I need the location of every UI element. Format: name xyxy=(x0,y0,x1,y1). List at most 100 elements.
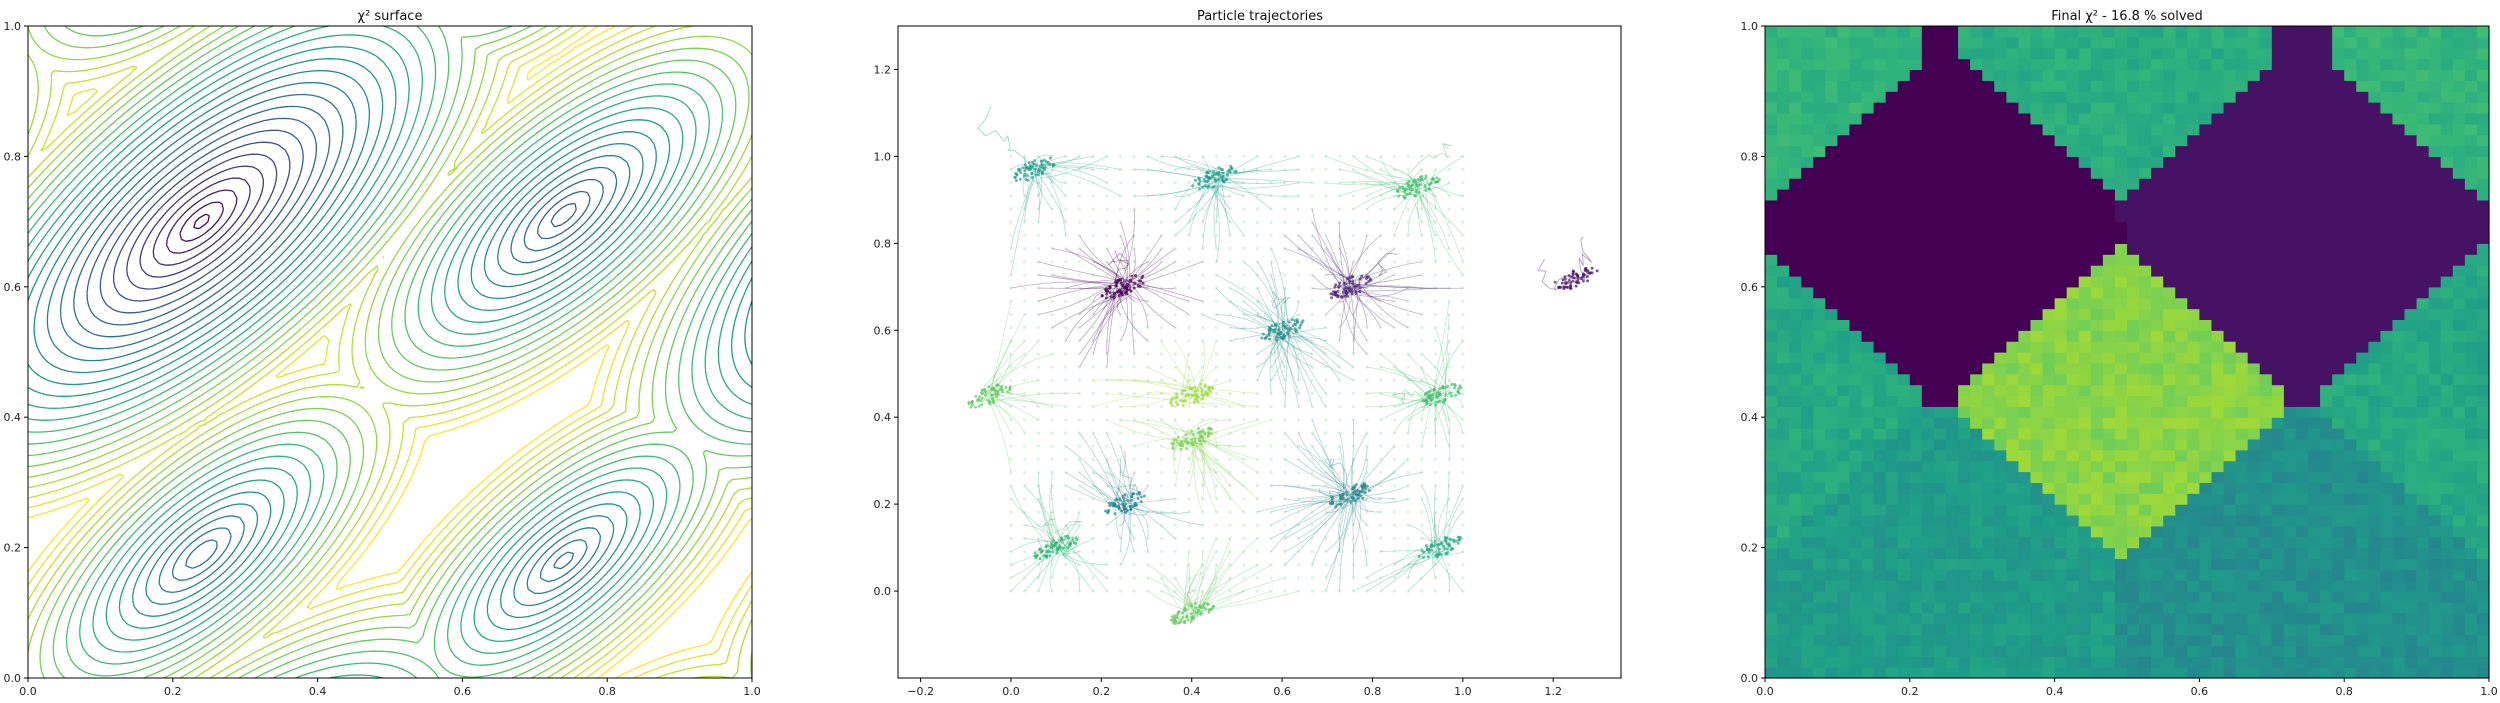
heatmap-cell xyxy=(1897,558,1911,570)
start-point xyxy=(1023,220,1027,224)
heatmap-cell xyxy=(2102,471,2116,483)
cluster-point xyxy=(1171,397,1175,401)
trajectory-line xyxy=(1298,432,1344,488)
start-point xyxy=(1269,247,1273,251)
cluster-point xyxy=(1120,293,1124,297)
start-point xyxy=(1461,510,1465,514)
heatmap-cell xyxy=(1789,471,1802,483)
heatmap-cell xyxy=(2211,460,2225,473)
start-point xyxy=(1132,484,1136,488)
start-point xyxy=(1159,207,1164,211)
trajectory-line xyxy=(1051,547,1064,578)
start-point xyxy=(1050,194,1054,198)
start-point xyxy=(1406,549,1410,554)
heatmap-cell xyxy=(1825,352,1838,364)
heatmap-cell xyxy=(2090,667,2104,679)
heatmap-cell xyxy=(2223,341,2237,353)
heatmap-cell xyxy=(2283,536,2297,549)
heatmap-cell xyxy=(2102,569,2116,581)
heatmap-cell xyxy=(2308,656,2321,668)
heatmap-cell xyxy=(2332,406,2345,418)
trajectory-line xyxy=(1426,180,1464,262)
heatmap-cell xyxy=(2392,417,2406,429)
cluster-point xyxy=(1001,390,1005,394)
heatmap-cell xyxy=(2078,580,2092,592)
heatmap-cell xyxy=(2066,297,2080,310)
start-point xyxy=(1064,299,1068,303)
heatmap-cell xyxy=(2452,504,2466,516)
cluster-point xyxy=(1428,403,1432,407)
heatmap-cell xyxy=(2440,623,2454,636)
heatmap-cell xyxy=(2018,504,2032,516)
heatmap-cell xyxy=(2295,547,2309,560)
start-point xyxy=(1077,510,1082,514)
trajectory-line xyxy=(1435,392,1450,421)
trajectory-line xyxy=(1147,577,1196,614)
start-point xyxy=(1338,391,1342,396)
heatmap-cell xyxy=(2259,395,2273,407)
start-point xyxy=(1050,339,1054,343)
heatmap-cell xyxy=(2464,319,2478,331)
heatmap-cell xyxy=(2428,330,2442,342)
start-point xyxy=(1461,326,1465,330)
start-point xyxy=(1173,207,1177,211)
heatmap-cell xyxy=(1861,362,1875,375)
start-point xyxy=(1077,536,1082,540)
heatmap-cell xyxy=(1909,297,1923,310)
heatmap-cell xyxy=(1897,547,1911,560)
heatmap-cell xyxy=(1849,504,1863,516)
heatmap-cell xyxy=(2175,330,2188,342)
heatmap-cell xyxy=(1921,569,1935,581)
start-point xyxy=(1447,510,1451,514)
start-point xyxy=(1077,167,1082,172)
heatmap-cell xyxy=(1921,428,1935,440)
start-point xyxy=(1105,523,1109,527)
start-point xyxy=(1255,457,1260,461)
start-point xyxy=(1091,326,1095,330)
heatmap-cell xyxy=(2139,493,2152,505)
trajectory-line xyxy=(1271,500,1355,513)
heatmap-cell xyxy=(2211,667,2225,679)
cluster-point xyxy=(1417,554,1421,558)
cluster-point xyxy=(990,393,994,397)
heatmap-cell xyxy=(1970,667,1983,679)
heatmap-cell xyxy=(2078,569,2092,581)
heatmap-cell xyxy=(2380,428,2394,440)
heatmap-cell xyxy=(2211,384,2225,397)
start-point xyxy=(1242,444,1246,448)
heatmap-cell xyxy=(1897,352,1911,364)
heatmap-cell xyxy=(2054,341,2068,353)
heatmap-cell xyxy=(1994,406,2007,418)
heatmap-cell xyxy=(2151,373,2164,386)
heatmap-cell xyxy=(2295,667,2309,679)
heatmap-cell xyxy=(1970,373,1983,386)
heatmap-cell xyxy=(1885,362,1899,375)
start-point xyxy=(1173,444,1177,448)
heatmap-cell xyxy=(1885,460,1899,473)
heatmap-cell xyxy=(1777,547,1790,560)
heatmap-cell xyxy=(2199,428,2213,440)
heatmap-cell xyxy=(2042,482,2056,494)
heatmap-cell xyxy=(2259,612,2273,625)
heatmap-cell xyxy=(1982,395,1995,407)
heatmap-cell xyxy=(1897,504,1911,516)
cluster-point xyxy=(1226,169,1230,173)
heatmap-cell xyxy=(2235,308,2249,320)
heatmap-cell xyxy=(2102,493,2116,505)
trajectory-line xyxy=(1024,163,1035,210)
heatmap-cell xyxy=(1897,319,1911,331)
start-point xyxy=(1118,365,1123,369)
contour-plot-area xyxy=(27,25,753,679)
cluster-point xyxy=(1181,444,1185,448)
cluster-point xyxy=(1051,550,1055,554)
start-point xyxy=(1255,589,1260,593)
heatmap-cell xyxy=(1837,493,1851,505)
start-point xyxy=(1338,405,1342,409)
trajectory-line xyxy=(1079,286,1128,328)
start-point xyxy=(1201,167,1205,172)
start-point xyxy=(1009,391,1013,396)
trajectory-line xyxy=(1182,353,1190,401)
heatmap-cell xyxy=(1970,471,1983,483)
start-point xyxy=(1023,286,1027,290)
heatmap-cell xyxy=(2259,569,2273,581)
